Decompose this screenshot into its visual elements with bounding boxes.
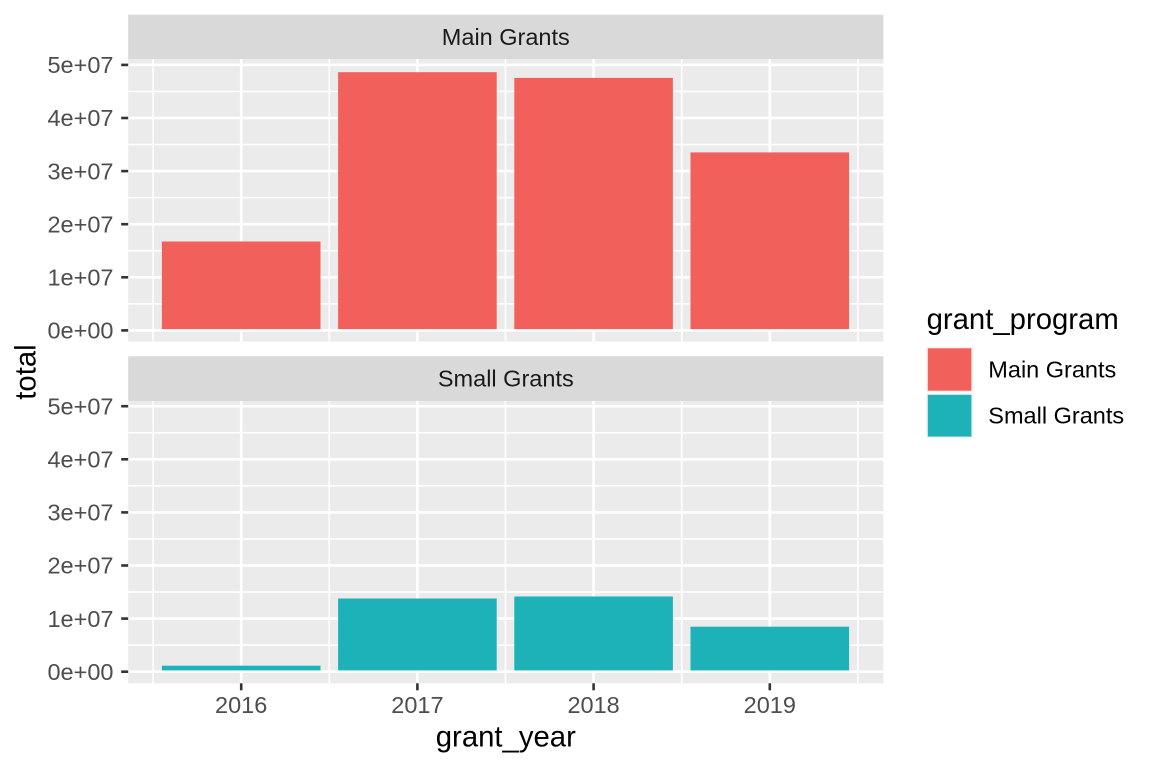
svg-text:1e+07: 1e+07 xyxy=(47,265,113,291)
svg-text:4e+07: 4e+07 xyxy=(47,447,113,473)
svg-text:0e+00: 0e+00 xyxy=(47,318,113,344)
svg-text:2e+07: 2e+07 xyxy=(47,553,113,579)
svg-text:2e+07: 2e+07 xyxy=(47,211,113,237)
svg-text:4e+07: 4e+07 xyxy=(47,105,113,131)
svg-text:Small Grants: Small Grants xyxy=(438,366,574,392)
svg-text:grant_year: grant_year xyxy=(436,721,576,754)
svg-text:0e+00: 0e+00 xyxy=(47,659,113,685)
svg-text:total: total xyxy=(10,344,43,399)
svg-text:Main Grants: Main Grants xyxy=(988,357,1116,383)
svg-text:Main Grants: Main Grants xyxy=(442,24,570,50)
svg-text:2019: 2019 xyxy=(744,692,796,718)
svg-text:3e+07: 3e+07 xyxy=(47,500,113,526)
svg-text:2016: 2016 xyxy=(215,692,267,718)
svg-text:2017: 2017 xyxy=(391,692,443,718)
svg-text:2018: 2018 xyxy=(567,692,619,718)
svg-text:5e+07: 5e+07 xyxy=(47,52,113,78)
svg-text:5e+07: 5e+07 xyxy=(47,393,113,419)
svg-text:3e+07: 3e+07 xyxy=(47,158,113,184)
svg-text:Small Grants: Small Grants xyxy=(988,403,1124,429)
svg-text:grant_program: grant_program xyxy=(927,303,1119,336)
svg-text:1e+07: 1e+07 xyxy=(47,606,113,632)
